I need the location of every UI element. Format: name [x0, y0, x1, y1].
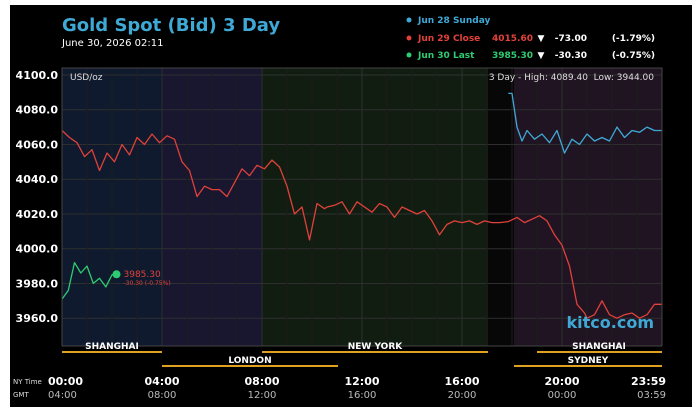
- session-label-london: LONDON: [228, 356, 271, 366]
- series-line-1: [61, 130, 662, 319]
- y-tick-label: 4080.0: [16, 104, 59, 117]
- gmt-row-label: GMT: [13, 391, 29, 399]
- legend-arrow: ▼: [538, 51, 545, 61]
- ny-time-row-label: NY Time: [13, 378, 42, 386]
- session-bars: SHANGHAI NEW YORK SHANGHAI LONDON SYDNEY: [62, 342, 662, 367]
- gmt-time-tick: 20:00: [448, 390, 477, 401]
- legend-label: Jun 30 Last: [417, 51, 475, 61]
- last-price-dot: [112, 270, 121, 279]
- ny-time-tick: 23:59: [631, 375, 666, 388]
- y-axis: 3960.0 3980.0 4000.0 4020.0 4040.0 4060.0 4080…: [16, 69, 59, 325]
- legend-percent: (-0.75%): [612, 51, 655, 61]
- legend-marker: [406, 17, 412, 23]
- gmt-time-tick: 08:00: [148, 390, 177, 401]
- legend-value: 3985.30: [492, 51, 533, 61]
- ny-time-tick: 00:00: [48, 375, 83, 388]
- legend-value: 4015.60: [492, 34, 533, 44]
- y-tick-label: 4040.0: [16, 173, 59, 186]
- ny-time-tick: 12:00: [344, 375, 379, 388]
- legend-item-jun28: Jun 28 Sunday: [406, 16, 490, 26]
- session-label-shanghai-1: SHANGHAI: [85, 342, 139, 352]
- chart-title: Gold Spot (Bid) 3 Day: [62, 15, 280, 36]
- gmt-time-ticks: 04:00 08:00 12:00 16:00 20:00 00:00 03:59: [48, 390, 666, 401]
- session-bar-new-york: [262, 351, 488, 353]
- ny-time-tick: 20:00: [544, 375, 579, 388]
- legend-change: -30.30: [555, 51, 587, 61]
- legend-marker: [406, 52, 412, 58]
- y-tick-label: 4100.0: [16, 69, 59, 82]
- session-bar-shanghai-1: [62, 351, 162, 353]
- ny-time-tick: 04:00: [144, 375, 179, 388]
- last-price-label: 3985.30: [124, 270, 161, 280]
- y-tick-label: 4000.0: [16, 243, 59, 256]
- watermark: kitco.com: [567, 313, 654, 332]
- legend-item-jun29: Jun 29 Close 4015.60 ▼ -73.00 (-1.79%): [406, 34, 655, 44]
- legend-label: Jun 29 Close: [417, 34, 480, 44]
- y-tick-label: 4060.0: [16, 138, 59, 151]
- series-layer: [61, 92, 662, 319]
- legend-percent: (-1.79%): [612, 34, 655, 44]
- plot-border: [61, 67, 663, 347]
- gmt-time-tick: 04:00: [48, 390, 77, 401]
- legend-arrow: ▼: [538, 34, 545, 44]
- ny-time-tick: 16:00: [444, 375, 479, 388]
- chart-timestamp: June 30, 2026 02:11: [61, 38, 163, 49]
- legend-label: Jun 28 Sunday: [417, 16, 490, 26]
- series-line-2: [61, 261, 117, 300]
- time-axis: NY Time GMT 00:00 04:00 08:00 12:00 16:00 20:…: [13, 375, 666, 401]
- session-bar-london: [162, 365, 338, 367]
- legend: Jun 28 Sunday Jun 29 Close 4015.60 ▼ -73…: [406, 16, 655, 61]
- high-low-stats: 3 Day - High: 4089.40 Low: 3944.00: [489, 73, 654, 83]
- last-price-marker: 3985.30 -30.30 (-0.75%): [112, 270, 171, 287]
- series-line-0: [508, 92, 662, 154]
- unit-label: USD/oz: [70, 73, 103, 83]
- y-tick-label: 3960.0: [16, 312, 59, 325]
- last-change-label: -30.30 (-0.75%): [124, 280, 171, 287]
- legend-marker: [406, 35, 412, 41]
- legend-item-jun30: Jun 30 Last 3985.30 ▼ -30.30 (-0.75%): [406, 51, 655, 61]
- ny-time-ticks: 00:00 04:00 08:00 12:00 16:00 20:00 23:59: [48, 375, 666, 388]
- ny-time-tick: 08:00: [244, 375, 279, 388]
- session-label-sydney: SYDNEY: [568, 356, 609, 366]
- y-tick-label: 3980.0: [16, 277, 59, 290]
- session-bar-shanghai-2: [537, 351, 662, 353]
- gmt-time-tick: 03:59: [637, 390, 666, 401]
- legend-change: -73.00: [555, 34, 587, 44]
- gmt-time-tick: 16:00: [348, 390, 377, 401]
- y-tick-label: 4020.0: [16, 208, 59, 221]
- session-label-new-york: NEW YORK: [348, 342, 404, 352]
- session-bar-sydney: [514, 365, 662, 367]
- gmt-time-tick: 00:00: [548, 390, 577, 401]
- gmt-time-tick: 12:00: [248, 390, 277, 401]
- session-label-shanghai-2: SHANGHAI: [572, 342, 626, 352]
